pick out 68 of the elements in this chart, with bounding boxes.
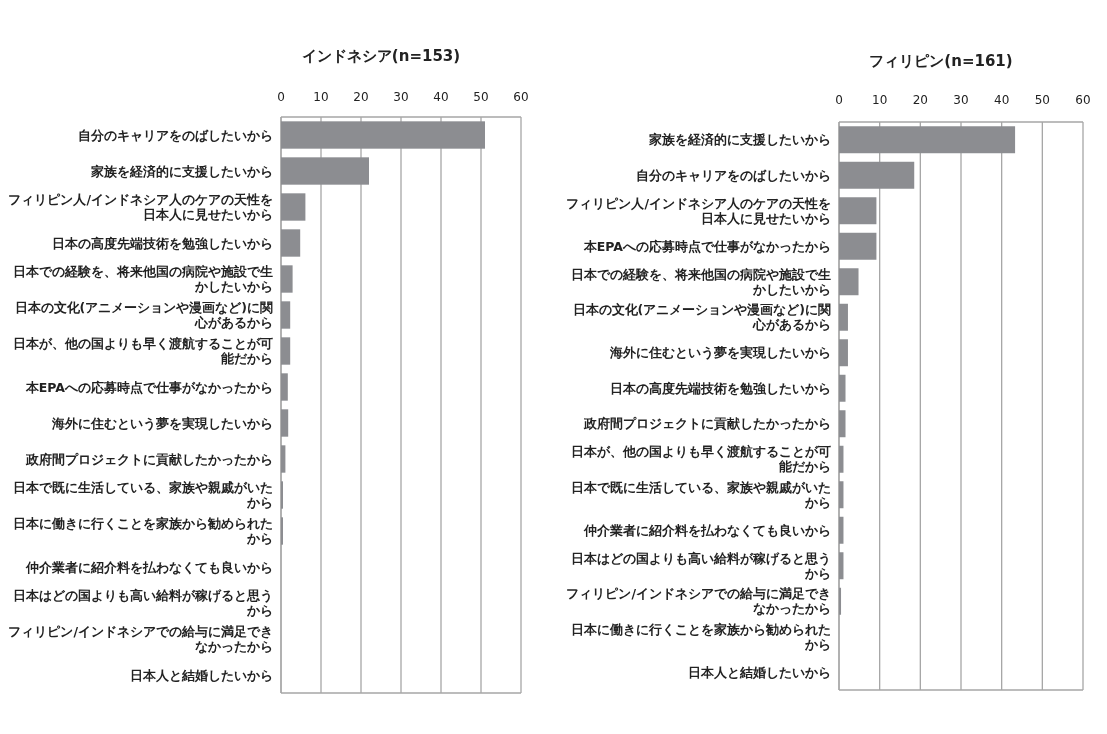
bar (281, 229, 301, 257)
bar (281, 121, 485, 149)
y-tick-label: 本EPAへの応募時点で仕事がなかったから (582, 237, 831, 256)
bar (839, 339, 848, 367)
y-tick-label: フィリピン人/インドネシア人のケアの天性を日本人に見せたいから (7, 191, 273, 224)
x-tick-label: 50 (472, 90, 490, 104)
y-tick-label: 仲介業者に紹介料を払わなくても良いから (24, 558, 273, 577)
bar (839, 303, 848, 331)
y-tick-label: 政府間プロジェクトに貢献したかったから (583, 415, 831, 434)
bar (281, 409, 289, 437)
bar (839, 410, 846, 438)
bar (839, 587, 842, 615)
bar (839, 268, 859, 296)
bar (281, 301, 291, 329)
y-tick-label: 日本が、他の国よりも早く渡航することが可能だから (570, 443, 831, 477)
y-tick-label: 日本が、他の国よりも早く渡航することが可能だから (12, 335, 273, 368)
y-tick-label: 日本の文化(アニメーションや漫画など)に関心があるから (571, 301, 831, 335)
bar (281, 337, 291, 365)
y-tick-label: 日本の高度先端技術を勉強したいから (609, 379, 831, 398)
x-tick-label: 60 (512, 90, 530, 104)
y-tick-label: 海外に住むという夢を実現したいから (609, 344, 831, 363)
y-tick-label: 日本の高度先端技術を勉強したいから (51, 234, 273, 253)
y-tick-label: 日本はどの国よりも高い給料が稼げると思うから (12, 587, 273, 620)
y-tick-label: 日本に働きに行くことを家族から勧められたから (12, 515, 273, 548)
y-tick-label: 仲介業者に紹介料を払わなくても良いから (582, 521, 831, 540)
y-tick-label: 自分のキャリアをのばしたいから (77, 126, 273, 145)
chart-title: インドネシア(n=153) (300, 47, 462, 66)
x-tick-label: 60 (1074, 93, 1092, 107)
x-tick-label: 40 (432, 90, 450, 104)
bar (281, 265, 293, 293)
y-tick-label: 家族を経済的に支援したいから (648, 131, 831, 150)
y-tick-label: 海外に住むという夢を実現したいから (51, 414, 273, 433)
y-tick-label: フィリピン/インドネシアでの給与に満足できなかったから (565, 585, 831, 619)
y-tick-label: 日本で既に生活している、家族や親戚がいたから (12, 479, 273, 512)
bar (839, 232, 877, 260)
x-tick-label: 30 (392, 90, 410, 104)
bar (281, 373, 288, 401)
x-tick-label: 20 (352, 90, 370, 104)
x-tick-label: 0 (834, 93, 844, 107)
y-tick-label: 日本での経験を、将来他国の病院や施設で生かしたいから (12, 263, 273, 296)
y-tick-label: 自分のキャリアをのばしたいから (635, 166, 831, 185)
y-tick-label: 日本人と結婚したいから (687, 663, 831, 682)
x-tick-label: 0 (276, 90, 286, 104)
y-tick-label: 政府間プロジェクトに貢献したかったから (25, 450, 273, 469)
bar (839, 161, 915, 189)
y-tick-label: フィリピン人/インドネシア人のケアの天性を日本人に見せたいから (565, 194, 831, 228)
bar (281, 193, 306, 221)
y-tick-label: 日本に働きに行くことを家族から勧められたから (570, 620, 831, 654)
y-tick-label: 日本人と結婚したいから (129, 666, 273, 685)
bar (281, 157, 369, 185)
y-tick-label: 日本で既に生活している、家族や親戚がいたから (570, 478, 831, 512)
x-tick-label: 10 (871, 93, 889, 107)
x-tick-label: 40 (993, 93, 1011, 107)
y-tick-label: 日本の文化(アニメーションや漫画など)に関心があるから (13, 299, 273, 332)
chart-title: フィリピン(n=161) (868, 52, 1014, 71)
bar (839, 197, 877, 225)
x-tick-label: 50 (1033, 93, 1051, 107)
x-tick-label: 30 (952, 93, 970, 107)
bar (839, 126, 1016, 154)
x-tick-label: 10 (312, 90, 330, 104)
y-tick-label: 家族を経済的に支援したいから (90, 162, 273, 181)
y-tick-label: 日本での経験を、将来他国の病院や施設で生かしたいから (570, 265, 831, 299)
y-tick-label: 日本はどの国よりも高い給料が稼げると思うから (570, 549, 831, 583)
bar (839, 374, 846, 402)
y-tick-label: 本EPAへの応募時点で仕事がなかったから (24, 378, 273, 397)
y-tick-label: フィリピン/インドネシアでの給与に満足できなかったから (7, 623, 273, 656)
x-tick-label: 20 (911, 93, 929, 107)
bar (281, 445, 286, 473)
